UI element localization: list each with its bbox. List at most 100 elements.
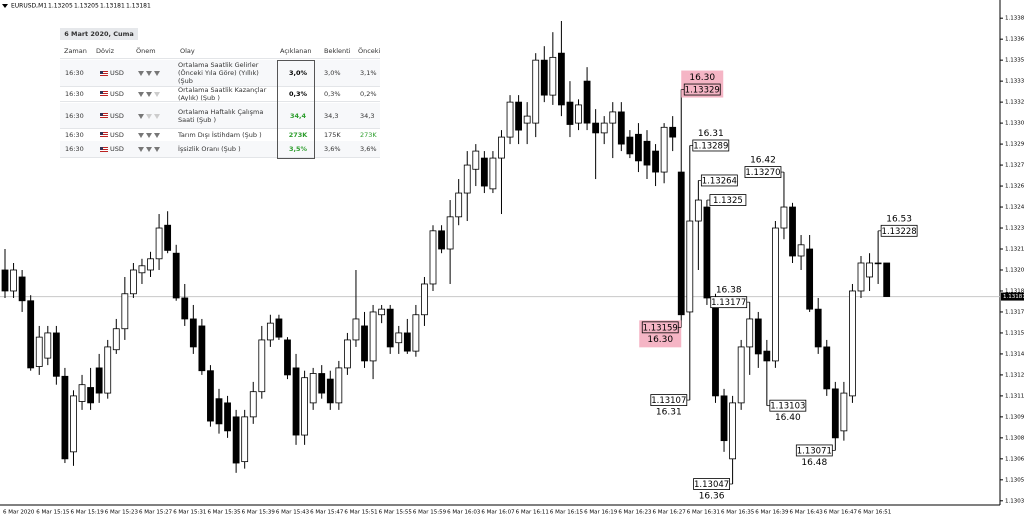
- candle-body: [797, 244, 805, 257]
- candle-body: [138, 265, 146, 274]
- header-value: 1.13181: [126, 3, 151, 10]
- candle-body: [857, 262, 865, 292]
- cell-previous: 3,1%: [360, 69, 377, 77]
- y-tick-label: 1.13230: [1005, 226, 1024, 232]
- us-flag: [100, 113, 108, 118]
- x-tick-label: 6 Mar 15:15: [36, 510, 70, 516]
- annotation-price: 1.13228: [882, 227, 917, 237]
- x-tick-label: 6 Mar 16:27: [653, 510, 687, 516]
- y-tick-label: 1.13170: [1005, 309, 1024, 315]
- cell-time: 16:30: [65, 89, 84, 98]
- candle-body: [112, 328, 120, 351]
- x-tick-label: 6 Mar 15:27: [139, 510, 173, 516]
- candle-body: [1, 269, 9, 292]
- us-flag: [100, 70, 108, 76]
- x-tick-label: 6 Mar 15:35: [207, 510, 241, 516]
- cell-previous: 34,3: [360, 111, 375, 120]
- annotation-time: 16.53: [886, 214, 912, 224]
- importance-icon: [154, 113, 160, 119]
- importance-icon: [154, 147, 160, 152]
- column-header: Zaman: [64, 46, 87, 55]
- us-flag: [100, 132, 108, 137]
- candle-body: [446, 216, 454, 250]
- candle-body: [703, 206, 711, 299]
- x-tick-label: 6 Mar 16:39: [755, 510, 789, 516]
- candle-body: [52, 332, 60, 377]
- candle-body: [18, 276, 26, 302]
- x-tick-label: 6 Mar 15:39: [242, 510, 276, 516]
- x-tick-label: 6 Mar 15:31: [173, 510, 206, 516]
- header-value: 1.13205: [74, 3, 99, 10]
- column-header: Önceki: [358, 46, 380, 55]
- candle-body: [532, 59, 540, 124]
- calendar-title: 6 Mart 2020, Cuma: [60, 28, 138, 40]
- cell-currency: USD: [110, 145, 124, 153]
- y-tick-label: 1.13350: [1005, 58, 1024, 64]
- y-tick-label: 1.13290: [1005, 142, 1024, 148]
- importance-icon: [138, 147, 144, 152]
- y-tick-label: 1.13065: [1005, 456, 1024, 462]
- column-header: Önem: [136, 46, 156, 55]
- importance-icon: [138, 71, 144, 76]
- candle-body: [523, 115, 531, 124]
- annotation-time: 16.40: [775, 413, 801, 423]
- cell-time: 16:30: [65, 69, 84, 77]
- x-tick-label: 6 Mar 15:55: [379, 510, 413, 516]
- us-flag: [100, 146, 108, 152]
- candle-body: [429, 230, 437, 285]
- candle-body: [772, 227, 779, 362]
- candle-body: [412, 314, 420, 352]
- y-tick-label: 1.13140: [1005, 351, 1024, 357]
- candle-body: [87, 387, 94, 404]
- annotation-price: 1.13159: [643, 323, 678, 333]
- x-tick-label: 6 Mar 16:07: [481, 510, 515, 516]
- candle-body: [207, 370, 214, 422]
- importance-icon: [154, 71, 160, 76]
- candle-body: [147, 258, 154, 271]
- importance-icon: [146, 147, 152, 152]
- cell-event: Ortalama Saatlik Gelirler (Önceki Yıla G…: [178, 61, 259, 85]
- annotation-time: 16.31: [656, 408, 682, 418]
- annotation-time: 16.38: [716, 286, 742, 296]
- candle-body: [395, 332, 403, 344]
- cell-event: Ortalama Saatlik Kazançlar (Aylık) (Şub …: [178, 86, 267, 101]
- candle-body: [172, 252, 180, 299]
- annotation-box: [693, 478, 730, 490]
- x-tick-label: 6 Mar 15:47: [310, 510, 344, 516]
- candle-body: [694, 199, 702, 222]
- candle-body: [823, 346, 831, 390]
- candle-body: [352, 318, 360, 341]
- symbol-icon: [2, 4, 8, 8]
- y-tick-label: 1.13125: [1005, 372, 1024, 378]
- candle-body: [215, 398, 223, 425]
- x-tick-label: 6 Mar 15:23: [105, 510, 139, 516]
- y-tick-label: 1.13095: [1005, 414, 1024, 420]
- candle-body: [617, 111, 625, 145]
- candle-body: [181, 297, 189, 320]
- column-header: Beklenti: [324, 46, 351, 55]
- row-background: [60, 141, 380, 157]
- candle-body: [849, 290, 856, 397]
- x-tick-label: 6 Mar 16:23: [618, 510, 652, 516]
- candle-body: [301, 377, 309, 436]
- column-header: Döviz: [96, 46, 115, 55]
- candle-body: [643, 140, 651, 166]
- importance-icon: [138, 132, 144, 138]
- x-tick-label: 6 Mar 16:43: [790, 510, 824, 516]
- candle-body: [583, 80, 591, 124]
- candle-body: [266, 322, 274, 341]
- candle-body: [686, 220, 694, 313]
- candle-body: [438, 230, 445, 250]
- candle-body: [232, 416, 240, 464]
- us-flag: [100, 91, 108, 96]
- candle-body: [224, 402, 231, 432]
- candle-body: [27, 300, 35, 369]
- candle-body: [806, 248, 814, 310]
- candle-body: [566, 101, 574, 125]
- candle-body: [660, 126, 668, 173]
- candle-body: [626, 136, 634, 155]
- candle-body: [386, 308, 394, 348]
- y-tick-label: 1.13320: [1005, 100, 1024, 106]
- annotation-price: 1.13289: [693, 141, 728, 151]
